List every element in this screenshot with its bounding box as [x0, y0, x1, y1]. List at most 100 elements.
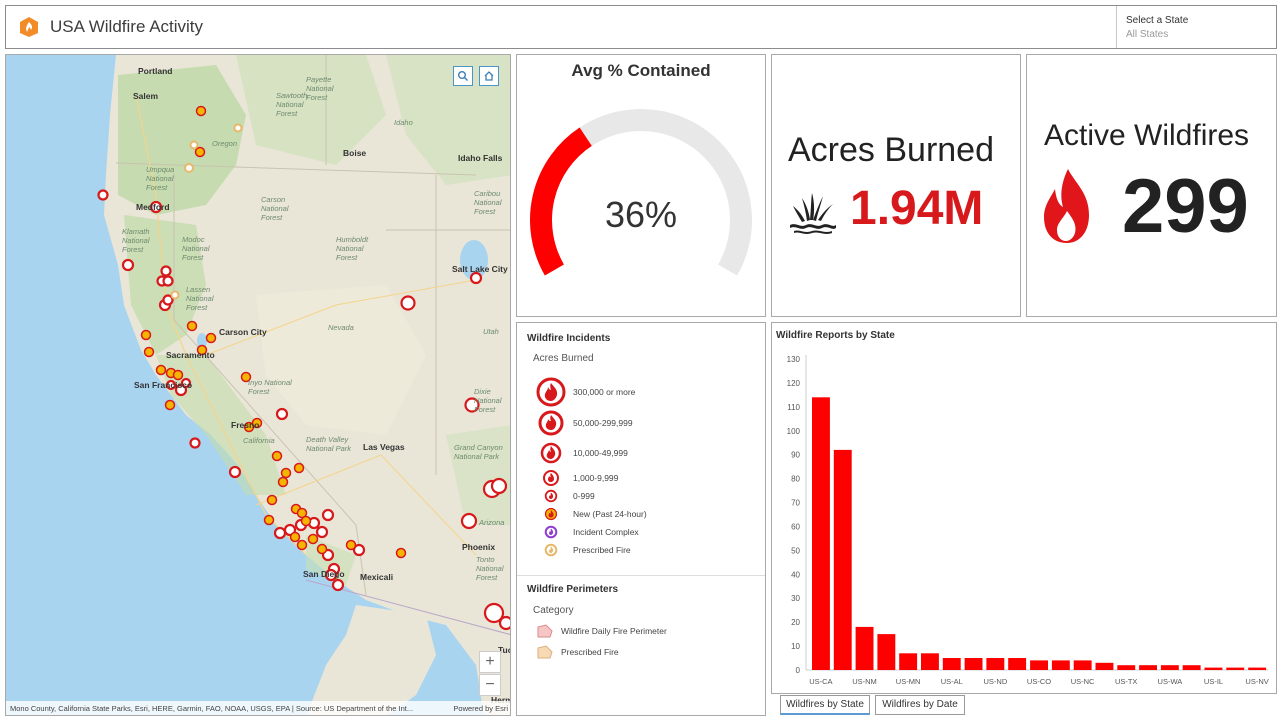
bar-us-id[interactable]: [877, 634, 896, 670]
map-label-umpqua: Umpqua National Forest: [146, 165, 175, 192]
powered-by-link[interactable]: Powered by Esri: [453, 704, 508, 713]
x-tick-label: US-ND: [984, 677, 1008, 686]
search-icon: [458, 71, 468, 81]
tab-wildfires-by-date[interactable]: Wildfires by Date: [875, 695, 965, 715]
x-tick-label: US-NM: [852, 677, 877, 686]
app-logo-icon: [20, 17, 38, 37]
bar-us-nc[interactable]: [1073, 660, 1092, 670]
legend-item-label: 300,000 or more: [573, 387, 636, 397]
y-tick-label: 20: [791, 618, 800, 627]
app-header: USA Wildfire Activity Select a State All…: [5, 5, 1277, 49]
legend-perimeter-label: Prescribed Fire: [561, 647, 619, 657]
map-label-idaho-falls: Idaho Falls: [458, 153, 503, 163]
bar-us-wa[interactable]: [1160, 665, 1179, 670]
gauge-title: Avg % Contained: [571, 61, 711, 80]
bar-us-il[interactable]: [1204, 667, 1223, 670]
map-label-idaho: Idaho: [394, 118, 413, 127]
wildfire-reports-chart-panel: Wildfire Reports by State 0 10 20 30 40 50 60 7…: [771, 322, 1277, 694]
map-label-las-vegas: Las Vegas: [363, 442, 405, 452]
acres-burned-value: 1.94M: [850, 182, 984, 235]
legend-item: 1,000-9,999: [533, 468, 618, 488]
legend-category-label: Category: [533, 605, 574, 616]
map-search-button[interactable]: [453, 66, 473, 86]
legend-incidents-title: Wildfire Incidents: [527, 333, 611, 344]
legend-item: 10,000-49,999: [533, 442, 628, 464]
map-label-arizona: Arizona: [479, 518, 505, 527]
state-selector-label: Select a State: [1126, 15, 1189, 26]
bar-us-ms[interactable]: [1226, 667, 1245, 670]
y-tick-label: 50: [791, 546, 800, 555]
y-tick-label: 70: [791, 499, 800, 508]
map-home-button[interactable]: [479, 66, 499, 86]
map-label-portland: Portland: [138, 66, 173, 76]
map-label-carson: Carson National Forest: [261, 195, 289, 222]
fire-size-xl-icon: [536, 377, 566, 407]
bar-us-wy[interactable]: [1051, 660, 1070, 670]
bar-us-ut[interactable]: [1008, 658, 1027, 670]
map-label-utah: Utah: [483, 327, 499, 336]
acres-burned-title: Acres Burned: [788, 131, 994, 169]
bar-us-or[interactable]: [833, 449, 852, 670]
bar-us-nm[interactable]: [855, 626, 874, 670]
daily-perimeter-swatch-icon: [537, 624, 553, 638]
fire-icon: [1044, 169, 1089, 243]
zoom-in-icon: +: [485, 653, 495, 670]
fire-markers[interactable]: [97, 105, 512, 631]
legend-divider: [517, 575, 765, 576]
map-label-tuc: Tuc: [498, 645, 510, 655]
wildfire-map[interactable]: Portland Salem Boise Idaho Falls Medford…: [5, 54, 511, 716]
legend-acres-label: Acres Burned: [533, 353, 594, 364]
map-label-san-diego: San Diego: [303, 569, 345, 579]
prescribed-perimeter-swatch-icon: [537, 645, 553, 659]
bar-us-ak[interactable]: [964, 658, 983, 670]
map-label-phoenix: Phoenix: [462, 542, 496, 552]
map-label-humboldt: Humboldt National Forest: [336, 235, 369, 262]
legend-perimeter-label: Wildfire Daily Fire Perimeter: [561, 626, 667, 636]
active-wildfires-value: 299: [1122, 164, 1249, 249]
bar-us-sd[interactable]: [1139, 665, 1157, 670]
tab-wildfires-by-state[interactable]: Wildfires by State: [780, 695, 870, 715]
map-label-dixie: Dixie National Forest: [474, 387, 502, 414]
bar-us-fl[interactable]: [1182, 665, 1201, 670]
bar-series[interactable]: [812, 397, 1267, 670]
y-tick-label: 80: [791, 475, 800, 484]
bar-us-al[interactable]: [942, 658, 961, 670]
bar-us-tx[interactable]: [1117, 665, 1136, 670]
legend-item: Incident Complex: [533, 522, 639, 542]
burned-grass-icon: [790, 193, 836, 234]
zoom-out-button[interactable]: −: [479, 674, 501, 696]
y-tick-label: 120: [787, 379, 801, 388]
bar-us-ca[interactable]: [812, 397, 830, 670]
state-selector[interactable]: Select a State All States: [1116, 6, 1276, 48]
active-wildfires-panel: Active Wildfires 299: [1026, 54, 1277, 317]
map-label-sawtooth: Sawtooth National Forest: [276, 91, 308, 118]
map-label-klamath: Klamath National Forest: [122, 227, 150, 254]
new-fire-icon: [544, 507, 558, 521]
bar-us-ok[interactable]: [1095, 662, 1114, 670]
bar-us-mt[interactable]: [921, 653, 939, 670]
legend-item-label: Incident Complex: [573, 527, 639, 537]
bar-us-nv[interactable]: [1248, 667, 1267, 670]
zoom-in-button[interactable]: +: [479, 651, 501, 673]
map-label-mexicali: Mexicali: [360, 572, 394, 582]
y-tick-label: 0: [796, 666, 801, 675]
map-label-caribou: Caribou National Forest: [474, 189, 502, 216]
y-tick-label: 10: [791, 642, 800, 651]
home-icon: [484, 71, 494, 81]
map-label-oregon: Oregon: [212, 139, 238, 148]
state-selector-value[interactable]: All States: [1126, 29, 1169, 40]
fire-size-m-icon: [540, 442, 562, 464]
chart-title: Wildfire Reports by State: [776, 330, 895, 341]
map-label-tonto: Tonto National Forest: [476, 555, 504, 582]
legend-item-label: 50,000-299,999: [573, 418, 633, 428]
bar-us-co[interactable]: [1030, 660, 1048, 670]
bar-us-mn[interactable]: [899, 653, 918, 670]
map-label-boise: Boise: [343, 148, 367, 158]
y-tick-label: 130: [787, 355, 801, 364]
legend-panel: Wildfire Incidents Acres Burned 300,000 …: [516, 322, 766, 716]
bar-us-nd[interactable]: [986, 658, 1005, 670]
map-label-salem: Salem: [133, 91, 159, 101]
map-label-grand-canyon: Grand Canyon National Park: [454, 443, 503, 461]
y-tick-label: 60: [791, 522, 800, 531]
